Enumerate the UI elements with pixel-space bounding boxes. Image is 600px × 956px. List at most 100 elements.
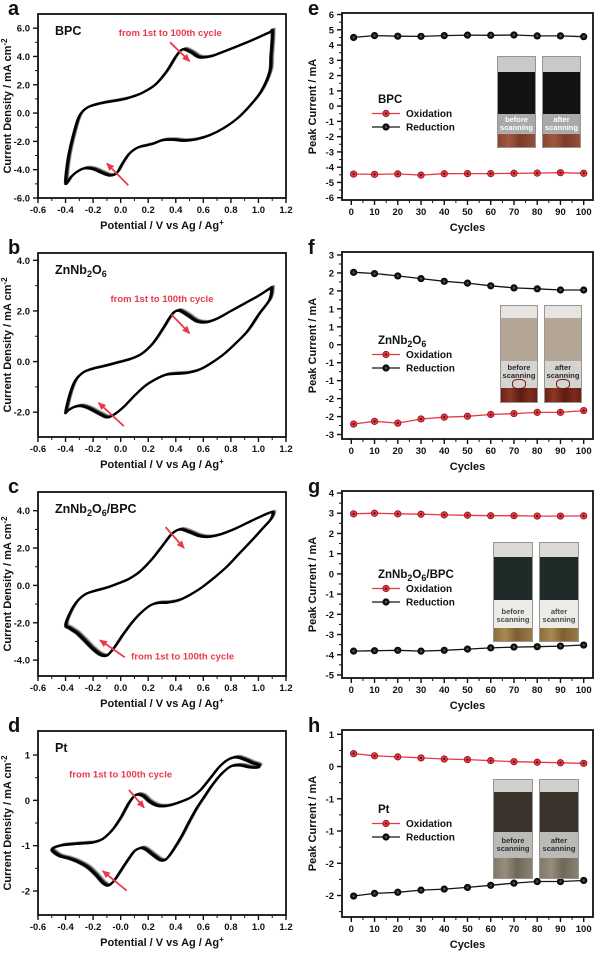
slide-clear-area: [540, 543, 578, 557]
photo-label-after: after scanning: [546, 362, 580, 380]
svg-text:1: 1: [25, 751, 31, 762]
inset-photos-e: before scanning after scanning: [497, 56, 581, 148]
svg-text:60: 60: [485, 207, 496, 218]
svg-text:4.0: 4.0: [17, 256, 30, 267]
svg-text:0.6: 0.6: [197, 683, 210, 694]
axis-ticks: [33, 27, 287, 203]
svg-text:100: 100: [576, 924, 592, 935]
svg-text:6: 6: [329, 10, 334, 21]
svg-text:0.4: 0.4: [169, 205, 183, 216]
annotation-arrow: [170, 313, 191, 334]
annotation-arrow: [97, 402, 125, 427]
svg-text:100: 100: [576, 446, 592, 457]
svg-text:-2: -2: [326, 412, 334, 423]
copper-tape: [545, 387, 581, 402]
svg-text:Oxidation: Oxidation: [406, 109, 452, 120]
svg-text:-4.0: -4.0: [14, 656, 30, 667]
tick-labels: 0 10 20 30 40 50 60 70 80 90 1006543210-1-2-3-4-5-…: [326, 10, 592, 218]
annotation-arrow: [106, 162, 129, 186]
svg-text:-1: -1: [326, 794, 335, 805]
svg-text:Oxidation: Oxidation: [406, 584, 452, 595]
svg-text:-1: -1: [326, 827, 335, 838]
svg-text:-0.2: -0.2: [85, 683, 101, 694]
svg-text:0: 0: [25, 796, 30, 807]
svg-text:20: 20: [392, 685, 403, 696]
electrochromic-film: [498, 72, 535, 114]
cv-svg-b: -0.6 -0.4 -0.2 0.0 0.2 0.4 0.6 0.8 1.0 1.2 4.0 2.0 0…: [0, 252, 293, 471]
panel-h: h 0 10 20 30 40 50 60 70 80 90 100 1 0 -1 -1 -2 -2 Cycles…: [300, 715, 600, 956]
slide-clear-area: [543, 57, 580, 73]
svg-text:4: 4: [329, 489, 335, 500]
svg-text:-0.6: -0.6: [30, 683, 46, 694]
slide-clear-area: [498, 57, 535, 73]
svg-text:Reduction: Reduction: [406, 123, 455, 134]
stability-svg-f: 0 10 20 30 40 50 60 70 80 90 100322110-1-1-2-2-3Cy…: [307, 250, 594, 473]
electrochromic-film: [540, 556, 578, 600]
svg-text:6.0: 6.0: [17, 24, 30, 35]
svg-text:0: 0: [349, 446, 354, 457]
svg-text:from 1st to 100th cycle: from 1st to 100th cycle: [119, 28, 222, 39]
axis-ticks: [337, 492, 585, 683]
svg-text:Cycles: Cycles: [450, 461, 485, 473]
svg-text:Potential / V vs Ag / Ag+: Potential / V vs Ag / Ag+: [100, 935, 224, 949]
svg-text:0.2: 0.2: [142, 683, 155, 694]
copper-tape: [540, 858, 578, 878]
svg-text:0.0: 0.0: [114, 205, 127, 216]
tick-labels: -0.6 -0.4 -0.2 -0.0 0.2 0.4 0.6 0.8 1.0 1.2 1 0 -1 -2: [22, 751, 293, 933]
slide-clear-area: [494, 543, 532, 557]
svg-text:0.2: 0.2: [142, 444, 155, 455]
svg-text:Current Density / mA cm-2: Current Density / mA cm-2: [0, 516, 14, 652]
svg-text:-2: -2: [326, 394, 334, 405]
svg-text:1.0: 1.0: [252, 922, 265, 933]
cv-chart-znnb2o6: -0.6 -0.4 -0.2 0.0 0.2 0.4 0.6 0.8 1.0 1.2 4.0 2.0 0…: [0, 239, 300, 478]
svg-text:ZnNb2O6/BPC: ZnNb2O6/BPC: [378, 569, 454, 583]
photo-label-after: after scanning: [542, 606, 576, 624]
series-oxidation: [350, 750, 588, 767]
stability-svg-e: 0 10 20 30 40 50 60 70 80 90 1006543210-1-2-3-4-5-…: [307, 10, 594, 234]
svg-text:Current Density / mA cm-2: Current Density / mA cm-2: [0, 38, 14, 174]
photo-label-before: before scanning: [496, 606, 530, 624]
cycle-annotation: from 1st to 100th cycle: [97, 294, 213, 427]
svg-text:50: 50: [462, 924, 473, 935]
svg-text:0.8: 0.8: [224, 444, 237, 455]
svg-text:90: 90: [555, 924, 566, 935]
svg-text:20: 20: [392, 207, 403, 218]
svg-text:-1: -1: [326, 358, 335, 369]
series-reduction: [350, 31, 588, 42]
svg-text:-2: -2: [326, 891, 334, 902]
svg-text:5: 5: [329, 25, 335, 36]
svg-text:70: 70: [509, 207, 520, 218]
svg-text:-4: -4: [326, 650, 335, 661]
svg-text:40: 40: [439, 207, 450, 218]
svg-text:-0.0: -0.0: [112, 922, 128, 933]
svg-text:1: 1: [329, 549, 335, 560]
svg-text:Cycles: Cycles: [450, 939, 485, 951]
svg-text:-1: -1: [326, 376, 335, 387]
svg-text:4.0: 4.0: [17, 52, 30, 63]
svg-text:20: 20: [392, 446, 403, 457]
electrochromic-film: [494, 791, 532, 832]
svg-text:40: 40: [439, 685, 450, 696]
svg-text:1.0: 1.0: [252, 683, 265, 694]
svg-text:-2.0: -2.0: [14, 408, 30, 419]
svg-text:0.6: 0.6: [197, 205, 210, 216]
svg-text:-1: -1: [326, 117, 335, 128]
svg-text:100: 100: [576, 207, 592, 218]
svg-text:60: 60: [485, 924, 496, 935]
svg-text:0.4: 0.4: [169, 683, 183, 694]
svg-text:10: 10: [369, 207, 380, 218]
stability-chart-znnb2o6: 0 10 20 30 40 50 60 70 80 90 100 3 2 2 1 1 0 -1 -1 -2 -2 -3 Cy…: [300, 239, 600, 478]
svg-text:1.2: 1.2: [279, 683, 292, 694]
stability-chart-znnb2o6-bpc: 0 10 20 30 40 50 60 70 80 90 100 4 3 2 1 0 -1 -2 -3 -4 -5 Cyc…: [300, 478, 600, 717]
electrochromic-film: [540, 791, 578, 832]
svg-text:0.8: 0.8: [224, 205, 237, 216]
axis-ticks: [337, 733, 585, 922]
cv-svg-a: -0.6 -0.4 -0.2 0.0 0.2 0.4 0.6 0.8 1.0 1.2 6.0 4.0 2…: [0, 13, 293, 232]
svg-text:Reduction: Reduction: [406, 364, 455, 375]
slide-lower-area: [498, 113, 535, 134]
svg-text:0.0: 0.0: [114, 683, 127, 694]
cycle-annotation: from 1st to 100th cycle: [106, 28, 222, 186]
svg-text:Current Density / mA cm-2: Current Density / mA cm-2: [0, 755, 14, 891]
svg-text:50: 50: [462, 446, 473, 457]
